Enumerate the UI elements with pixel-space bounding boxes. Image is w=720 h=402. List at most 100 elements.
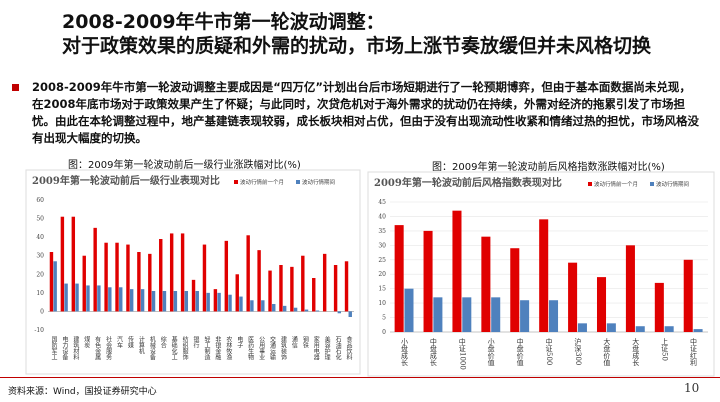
- y-tick-label: 5: [382, 315, 386, 322]
- bar: [71, 216, 76, 312]
- bar: [151, 291, 156, 312]
- x-tick-label: 汽车: [116, 335, 123, 349]
- x-tick-label: 中盘成长: [429, 337, 437, 367]
- chart-title: 2009年第一轮波动前后风格指数表现对比: [374, 176, 562, 189]
- bar: [119, 287, 123, 312]
- x-tick-label: 交通运输: [269, 335, 276, 361]
- bar: [97, 285, 101, 312]
- x-tick-label: 沪深300: [574, 337, 582, 365]
- page-number: 10: [684, 381, 700, 395]
- bar: [184, 291, 189, 312]
- x-tick-label: 银行: [192, 335, 199, 349]
- y-tick-label: 60: [36, 197, 44, 204]
- bar: [246, 235, 250, 312]
- y-tick-label: 45: [378, 199, 386, 206]
- bar: [596, 277, 607, 332]
- y-tick-label: 20: [36, 271, 44, 278]
- title-line: 对于政策效果的质疑和外需的扰动，市场上涨节奏放缓但并未风格切换: [62, 35, 652, 57]
- bar: [337, 311, 342, 314]
- bar: [394, 225, 404, 332]
- bar: [664, 326, 674, 332]
- y-tick-label: 0: [382, 329, 386, 336]
- bar: [304, 309, 309, 312]
- legend-label: 波动行情期间: [656, 180, 689, 188]
- x-tick-label: 美容护理: [323, 335, 330, 360]
- bar: [64, 283, 68, 312]
- bar: [654, 282, 664, 332]
- x-tick-label: 通信: [290, 335, 297, 349]
- bar: [683, 259, 693, 332]
- x-tick-label: 小盘成长: [400, 337, 408, 367]
- bar: [293, 307, 298, 312]
- bar: [235, 274, 239, 312]
- bar: [53, 261, 57, 312]
- bullet-text: 2008-2009年牛市第一轮波动调整主要成因是“四万亿”计划出台后市场短期进行…: [32, 80, 699, 145]
- y-tick-label: 10: [378, 300, 386, 307]
- source: 资料来源：Wind，国投证券研究中心: [8, 387, 157, 397]
- bar: [202, 244, 207, 312]
- x-tick-label: 医药生物: [247, 336, 254, 361]
- x-tick-label: 家用电器: [312, 335, 319, 361]
- bar: [462, 297, 472, 332]
- bar: [108, 287, 112, 312]
- bar: [261, 300, 265, 312]
- legend-label: 波动行情前一个月: [240, 178, 284, 186]
- x-tick-label: 传媒: [126, 335, 133, 349]
- bar: [162, 291, 167, 312]
- legend-label: 波动行情期间: [302, 178, 335, 186]
- bar: [348, 311, 352, 317]
- footer-rule: [0, 377, 720, 378]
- y-tick-label: 30: [378, 242, 386, 249]
- x-tick-label: 中证1000: [458, 337, 466, 370]
- caption: 图：2009年第一轮波动前后一级行业涨跌幅对比(%): [68, 160, 301, 171]
- y-tick-label: 40: [378, 213, 386, 220]
- bar: [606, 323, 616, 332]
- bar: [60, 216, 65, 312]
- bar: [104, 242, 108, 312]
- x-tick-label: 社会服务: [105, 335, 112, 361]
- bar: [315, 310, 320, 312]
- x-tick-label: 建筑装饰: [279, 335, 286, 361]
- x-tick-label: 上证50: [661, 337, 669, 361]
- legend-swatch: [650, 182, 654, 186]
- bar: [301, 255, 305, 312]
- bar: [481, 236, 491, 332]
- bar: [191, 279, 196, 312]
- bar: [404, 288, 414, 332]
- x-tick-label: 中证500: [545, 337, 553, 365]
- y-tick-label: 25: [378, 257, 386, 264]
- bullet: 2008-2009年牛市第一轮波动调整主要成因是“四万亿”计划出台后市场短期进行…: [12, 79, 702, 147]
- x-tick-label: 煤炭: [83, 335, 90, 349]
- bar: [86, 285, 90, 312]
- bar: [140, 289, 145, 312]
- y-tick-label: 0: [40, 308, 44, 315]
- legend-swatch: [296, 180, 300, 184]
- bar: [322, 253, 327, 312]
- bar: [625, 245, 635, 332]
- bar: [344, 261, 349, 312]
- y-tick-label: -10: [34, 327, 44, 334]
- x-tick-label: 纺织服饰: [181, 335, 188, 361]
- bar: [290, 266, 294, 312]
- bar: [568, 262, 578, 332]
- x-tick-label: 中盘价值: [516, 337, 524, 367]
- y-tick-label: 10: [36, 290, 44, 297]
- x-tick-label: 计算机: [137, 335, 144, 355]
- y-tick-label: 30: [36, 253, 44, 260]
- x-tick-label: 机械设备: [148, 335, 155, 361]
- bar: [206, 292, 210, 312]
- legend-label: 波动行情前一个月: [594, 180, 638, 188]
- y-tick-label: 50: [36, 216, 44, 223]
- bar: [217, 292, 221, 312]
- bar: [169, 233, 174, 312]
- bar: [148, 253, 152, 312]
- legend-swatch: [234, 180, 238, 184]
- bar: [180, 233, 185, 312]
- x-tick-label: 基础化工: [170, 335, 177, 360]
- bar: [213, 289, 218, 312]
- bar: [126, 244, 130, 312]
- x-tick-label: 建筑材料: [72, 335, 79, 361]
- bullet-marker: [12, 84, 19, 91]
